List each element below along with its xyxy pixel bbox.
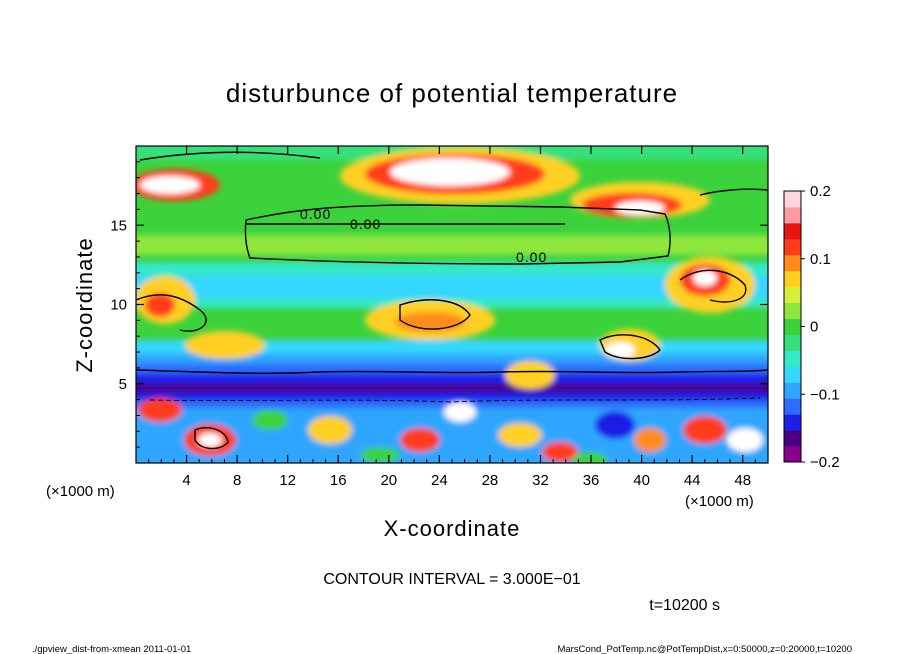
x-tick-label: 44 [684, 472, 701, 489]
colorbar-segment [784, 430, 801, 447]
y-tick-label: 5 [119, 376, 127, 393]
colorbar-segment [784, 350, 801, 367]
x-tick-label: 48 [734, 472, 751, 489]
colorbar-segment [784, 318, 801, 335]
y-tick-label: 15 [110, 217, 127, 234]
x-axis-ticks: 4 8 12 16 20 24 28 32 36 40 44 48 [148, 146, 756, 489]
y-axis-units: (×1000 m) [46, 483, 115, 500]
colorbar-segment [784, 270, 801, 288]
contour-label: 0.00 [516, 249, 547, 265]
colorbar-tick-label: −0.1 [810, 386, 840, 403]
x-tick-label: 28 [482, 472, 499, 489]
y-axis-ticks: 5 10 15 [110, 161, 768, 448]
contour-interval-note: CONTOUR INTERVAL = 3.000E−01 [323, 571, 580, 588]
colorbar-segment [784, 302, 801, 320]
x-tick-label: 24 [431, 472, 448, 489]
colorbar-segment [784, 366, 801, 383]
contour-label: 0.00 [350, 216, 381, 232]
colorbar-segment [784, 222, 801, 240]
colorbar-segment [784, 414, 801, 431]
colorbar-tick-label: 0.2 [810, 183, 831, 200]
colorbar-segment [784, 382, 801, 399]
time-stamp: t=10200 s [649, 597, 720, 614]
x-tick-label: 12 [279, 472, 296, 489]
chart-title: disturbunce of potential temperature [226, 78, 678, 108]
x-tick-label: 36 [583, 472, 600, 489]
y-tick-label: 10 [110, 297, 127, 314]
colorbar [783, 190, 802, 463]
colorbar-tick-label: −0.2 [810, 454, 840, 471]
colorbar-segment [784, 254, 801, 272]
colorbar-segment [784, 206, 801, 224]
plot-area [136, 146, 768, 463]
colorbar-segment [784, 446, 801, 463]
colorbar-segment [784, 191, 801, 208]
x-tick-label: 4 [182, 472, 190, 489]
x-axis-units: (×1000 m) [685, 493, 754, 510]
x-tick-label: 32 [532, 472, 549, 489]
colorbar-segment [784, 398, 801, 415]
colorbar-segment [784, 238, 801, 256]
x-tick-label: 40 [633, 472, 650, 489]
colorbar-tick-label: 0.1 [810, 251, 831, 268]
colorbar-tick-label: 0 [810, 319, 818, 336]
colorbar-segment [784, 286, 801, 304]
colorbar-ticks: 0.2 0.1 0 −0.1 −0.2 [801, 183, 840, 471]
footer-right: MarsCond_PotTemp.nc@PotTempDist,x=0:5000… [557, 644, 852, 654]
contour-lines [136, 151, 768, 450]
contour-label: 0.00 [300, 206, 331, 222]
x-axis-label: X-coordinate [384, 516, 521, 541]
x-tick-label: 8 [233, 472, 241, 489]
y-axis-label: Z-coordinate [72, 237, 97, 373]
colorbar-segment [784, 334, 801, 351]
footer-left: ./gpview_dist-from-xmean 2011-01-01 [32, 644, 191, 654]
x-tick-label: 16 [330, 472, 347, 489]
x-tick-label: 20 [380, 472, 397, 489]
